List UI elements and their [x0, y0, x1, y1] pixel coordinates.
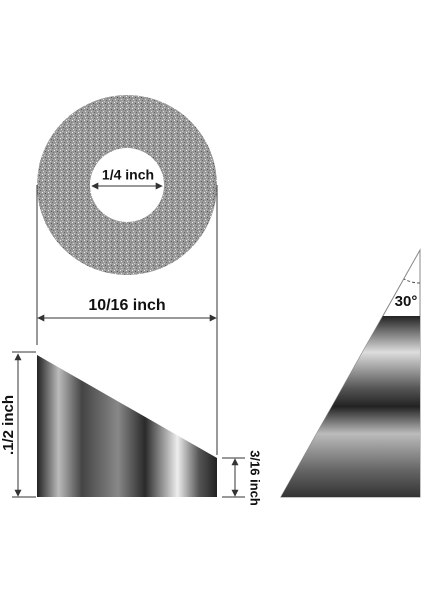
short-label: 3/16 inch	[248, 450, 263, 506]
outer-label: 10/16 inch	[88, 297, 165, 314]
inner-label: 1/4 inch	[102, 167, 154, 183]
angle-label: 30°	[395, 293, 418, 310]
washer	[37, 95, 217, 275]
angle-arc	[403, 278, 421, 284]
shim-profile	[281, 316, 420, 497]
shim-side	[37, 355, 217, 497]
height-label: .1/2 inch	[0, 395, 17, 455]
